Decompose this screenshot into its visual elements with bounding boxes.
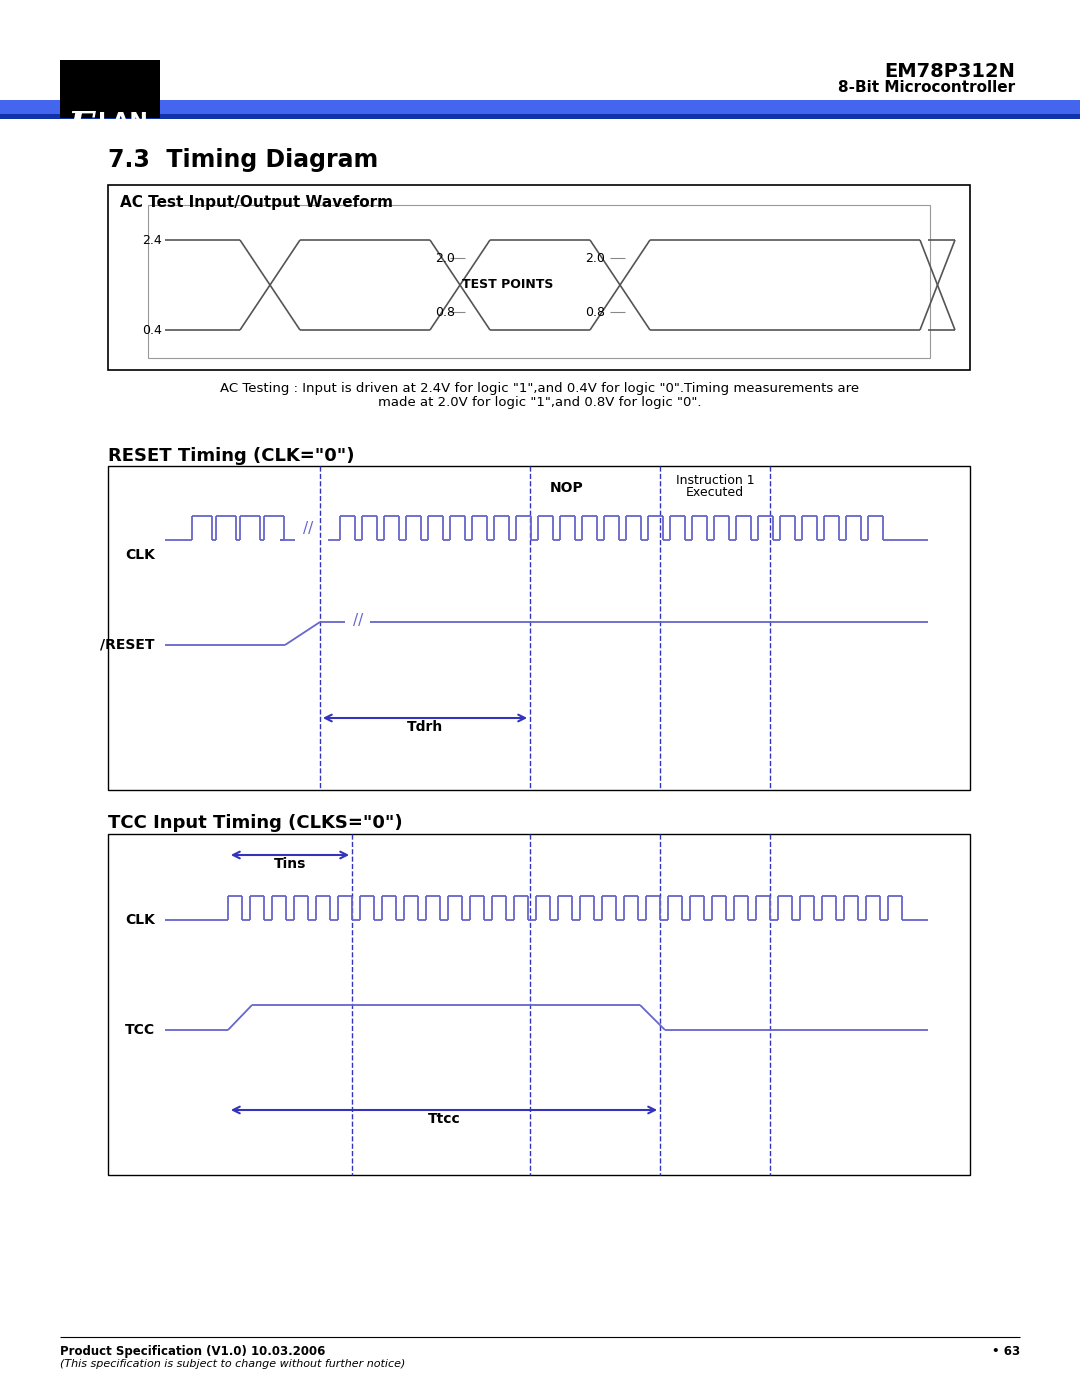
- Text: • 63: • 63: [991, 1345, 1020, 1358]
- Text: TCC Input Timing (CLKS="0"): TCC Input Timing (CLKS="0"): [108, 814, 403, 833]
- Text: TCC: TCC: [125, 1023, 156, 1037]
- Bar: [0, 115, 1080, 119]
- Text: 0.8: 0.8: [585, 306, 605, 319]
- Text: Tins: Tins: [274, 856, 307, 870]
- Text: 0.8: 0.8: [435, 306, 455, 319]
- Text: CLK: CLK: [125, 914, 156, 928]
- Text: 8-Bit Microcontroller: 8-Bit Microcontroller: [838, 80, 1015, 95]
- Text: AC Test Input/Output Waveform: AC Test Input/Output Waveform: [120, 196, 393, 210]
- Text: Product Specification (V1.0) 10.03.2006: Product Specification (V1.0) 10.03.2006: [60, 1345, 325, 1358]
- Text: Ttcc: Ttcc: [428, 1112, 460, 1126]
- Bar: [108, 834, 970, 1175]
- Bar: [148, 205, 930, 358]
- Text: RESET Timing (CLK="0"): RESET Timing (CLK="0"): [108, 447, 354, 465]
- Text: made at 2.0V for logic "1",and 0.8V for logic "0".: made at 2.0V for logic "1",and 0.8V for …: [378, 395, 702, 409]
- Text: Instruction 1: Instruction 1: [676, 474, 754, 488]
- Bar: [60, 60, 160, 117]
- Text: //: //: [302, 521, 313, 535]
- Text: NOP: NOP: [550, 481, 584, 495]
- Bar: [108, 184, 970, 370]
- Text: /RESET: /RESET: [100, 638, 156, 652]
- Text: 2.4: 2.4: [143, 233, 162, 246]
- Text: LAN: LAN: [98, 112, 148, 131]
- Text: E: E: [68, 110, 95, 144]
- Text: 2.0: 2.0: [435, 251, 455, 264]
- Text: 2.0: 2.0: [585, 251, 605, 264]
- Text: //: //: [353, 613, 363, 629]
- Text: CLK: CLK: [125, 548, 156, 562]
- Text: AC Testing : Input is driven at 2.4V for logic "1",and 0.4V for logic "0".Timing: AC Testing : Input is driven at 2.4V for…: [220, 381, 860, 395]
- Text: Tdrh: Tdrh: [407, 719, 443, 733]
- Text: 0.4: 0.4: [143, 324, 162, 337]
- Bar: [108, 467, 970, 789]
- Text: 7.3  Timing Diagram: 7.3 Timing Diagram: [108, 148, 378, 172]
- Text: TEST POINTS: TEST POINTS: [462, 278, 553, 292]
- Text: Executed: Executed: [686, 486, 744, 499]
- Text: (This specification is subject to change without further notice): (This specification is subject to change…: [60, 1359, 405, 1369]
- Bar: [0, 101, 1080, 115]
- Text: EM78P312N: EM78P312N: [885, 61, 1015, 81]
